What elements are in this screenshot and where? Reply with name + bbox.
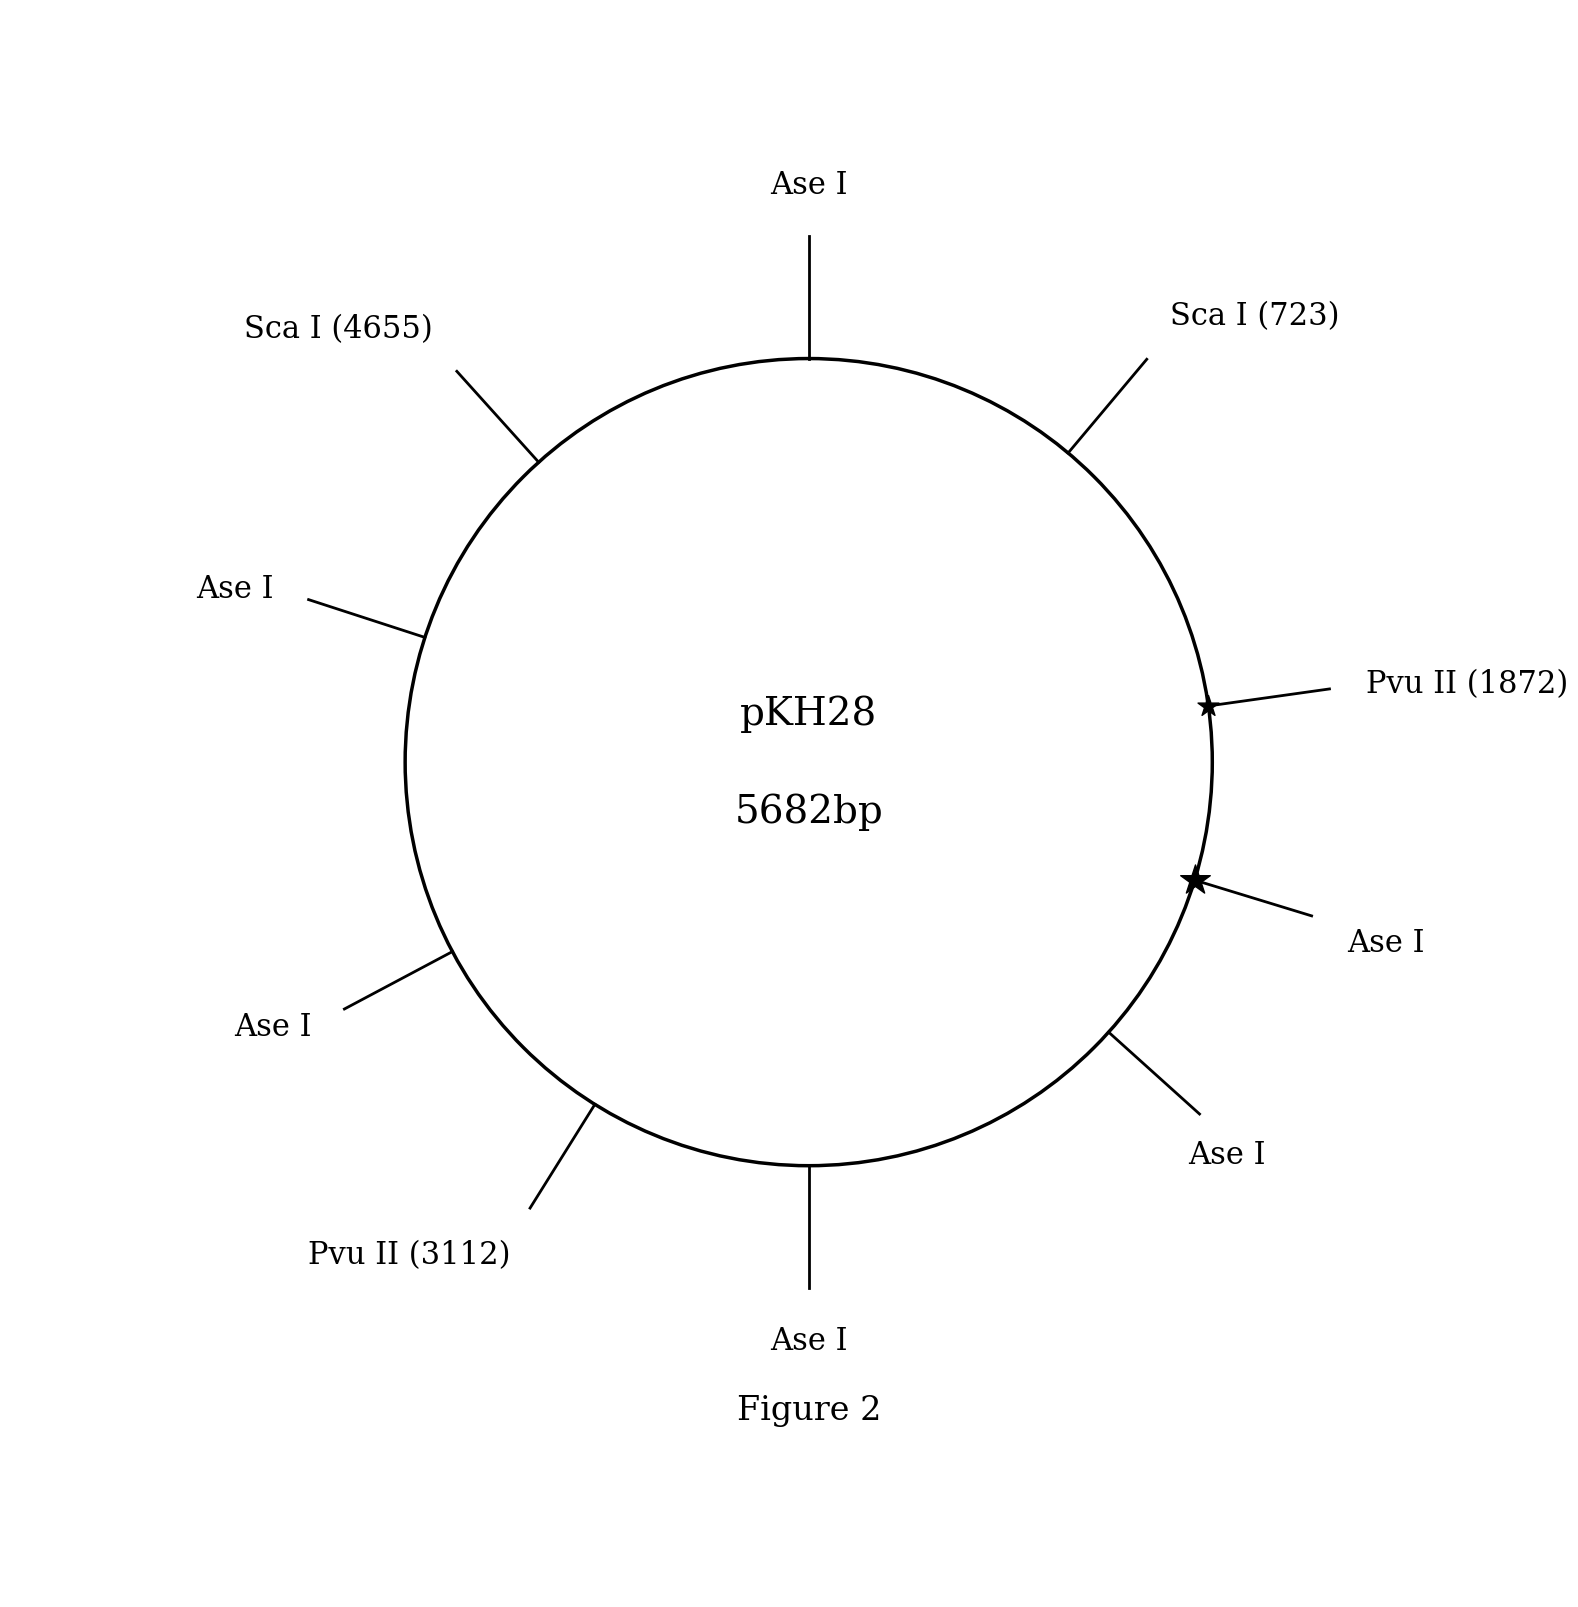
Text: Ase I: Ase I <box>235 1011 312 1041</box>
Text: 5682bp: 5682bp <box>734 792 884 831</box>
Text: Ase I: Ase I <box>770 169 847 201</box>
Text: pKH28: pKH28 <box>740 694 877 733</box>
Text: Ase I: Ase I <box>1188 1139 1266 1170</box>
Text: Figure 2: Figure 2 <box>737 1395 881 1427</box>
Text: Pvu II (3112): Pvu II (3112) <box>308 1239 511 1271</box>
Text: Ase I: Ase I <box>1346 927 1425 958</box>
Text: Sca I (4655): Sca I (4655) <box>243 313 432 346</box>
Text: Ase I: Ase I <box>770 1324 847 1356</box>
Text: Sca I (723): Sca I (723) <box>1171 301 1340 333</box>
Point <box>1196 694 1221 720</box>
Point <box>1182 868 1207 893</box>
Text: Ase I: Ase I <box>196 574 273 604</box>
Text: Pvu II (1872): Pvu II (1872) <box>1367 669 1569 701</box>
